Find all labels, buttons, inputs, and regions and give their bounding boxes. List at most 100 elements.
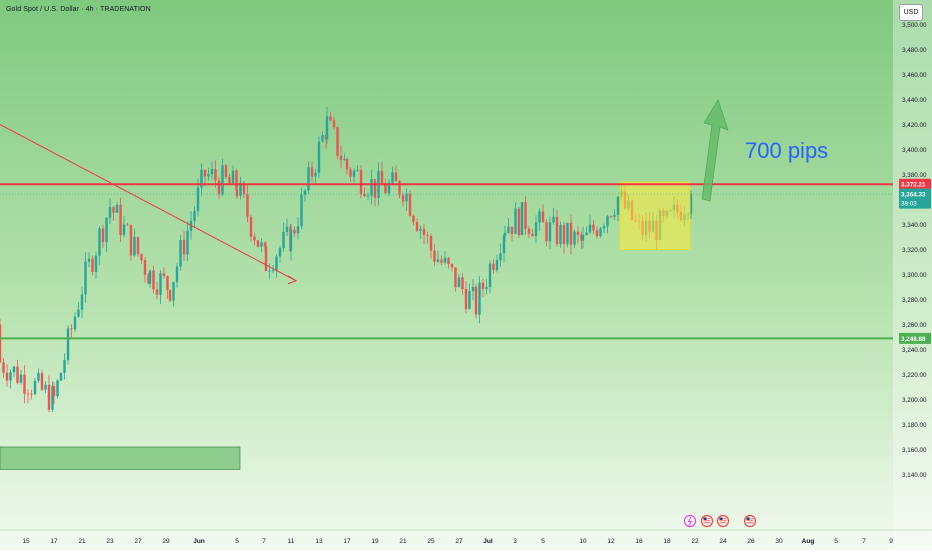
currency-button[interactable]: USD — [899, 4, 923, 21]
demand-zone-box[interactable] — [0, 446, 241, 470]
candle-body — [481, 282, 485, 289]
candle-body — [592, 224, 595, 231]
candle-body — [9, 372, 12, 381]
candle-body — [256, 240, 260, 247]
candle-body — [166, 276, 169, 291]
candle-body — [562, 225, 566, 245]
support-price-label: 3,248.88 — [901, 336, 926, 343]
x-tick-label: 5 — [834, 538, 838, 545]
candle-body — [534, 222, 538, 237]
candle-body — [59, 372, 63, 381]
candle-body — [33, 380, 37, 394]
candle-body — [246, 194, 249, 217]
candle-body — [555, 216, 559, 244]
candle-body — [336, 127, 339, 156]
candle-body — [325, 116, 329, 140]
x-tick-label: 27 — [455, 538, 463, 545]
candle-body — [415, 222, 419, 231]
flash-glyph — [687, 516, 693, 526]
candle-body — [70, 328, 73, 330]
candle-body — [296, 226, 300, 234]
candle-body — [454, 267, 457, 288]
candle-body — [585, 232, 588, 236]
candle-body — [510, 226, 514, 234]
candle-body — [339, 155, 343, 161]
candle-body — [91, 258, 94, 272]
candle-body — [478, 282, 481, 315]
candle-body — [538, 211, 541, 223]
candle-body — [147, 274, 150, 284]
candle-body — [616, 196, 620, 215]
candle-body — [207, 174, 210, 177]
candle-body — [51, 385, 54, 410]
candle-body — [471, 286, 475, 292]
candle-body — [179, 240, 182, 267]
candle-body — [391, 172, 394, 183]
candle-body — [384, 184, 387, 194]
candle-body — [499, 253, 502, 261]
candle-body — [343, 159, 346, 161]
descending-trendline[interactable] — [0, 124, 297, 282]
candle-body — [502, 235, 506, 254]
candle-body — [433, 250, 436, 262]
candle-body — [148, 270, 152, 284]
candle-body — [580, 234, 583, 241]
x-tick-label: 26 — [747, 538, 755, 545]
candle-body — [461, 277, 464, 289]
candle-body — [16, 366, 19, 383]
candle-body — [196, 187, 200, 211]
x-tick-label: 19 — [371, 538, 379, 545]
candle-body — [401, 195, 405, 202]
candle-body — [210, 169, 214, 175]
flag-canton — [746, 517, 750, 520]
candle-body — [426, 235, 429, 237]
x-tick-label: 17 — [343, 538, 351, 545]
candle-body — [576, 231, 580, 235]
candle-body — [263, 242, 267, 247]
candle-body — [602, 226, 606, 229]
candle-body — [503, 232, 507, 236]
candle-body — [80, 294, 84, 310]
y-tick-label: 3,160.00 — [902, 447, 927, 454]
candle-body — [2, 362, 5, 373]
candle-body — [155, 289, 159, 295]
y-tick-label: 3,320.00 — [902, 247, 927, 254]
bar-countdown-label: 38:03 — [901, 201, 917, 208]
y-tick-label: 3,280.00 — [902, 297, 927, 304]
candle-body — [581, 235, 585, 241]
candle-body — [108, 207, 112, 218]
candle-body — [303, 190, 307, 195]
candle-body — [429, 236, 433, 251]
symbol-title[interactable]: Gold Spot / U.S. Dollar · 4h · TRADENATI… — [6, 6, 151, 13]
candle-body — [606, 216, 609, 227]
candle-body — [217, 180, 221, 195]
x-tick-label: 11 — [288, 538, 295, 545]
candle-body — [332, 120, 336, 128]
y-tick-label: 3,460.00 — [902, 72, 927, 79]
candle-body — [398, 181, 401, 196]
candle-body — [588, 224, 592, 233]
candle-body — [73, 316, 77, 330]
x-tick-label: Jul — [483, 538, 493, 545]
consolidation-box[interactable] — [619, 181, 691, 250]
candle-body — [300, 194, 303, 227]
candle-body — [112, 207, 115, 213]
candle-body — [182, 240, 186, 255]
candle-body — [314, 172, 317, 177]
x-tick-label: 12 — [607, 538, 615, 545]
candle-body — [84, 261, 87, 295]
target-arrow[interactable] — [701, 99, 729, 202]
candle-body — [193, 210, 196, 221]
flag-canton — [719, 517, 723, 520]
x-tick-label: 7 — [862, 538, 866, 545]
candle-body — [495, 260, 499, 270]
candle-body — [12, 366, 16, 373]
candle-body — [349, 169, 352, 177]
candle-body — [356, 170, 359, 171]
candle-body — [140, 254, 143, 261]
candle-body — [559, 225, 562, 244]
candle-body — [19, 374, 23, 383]
candle-body — [363, 193, 366, 197]
